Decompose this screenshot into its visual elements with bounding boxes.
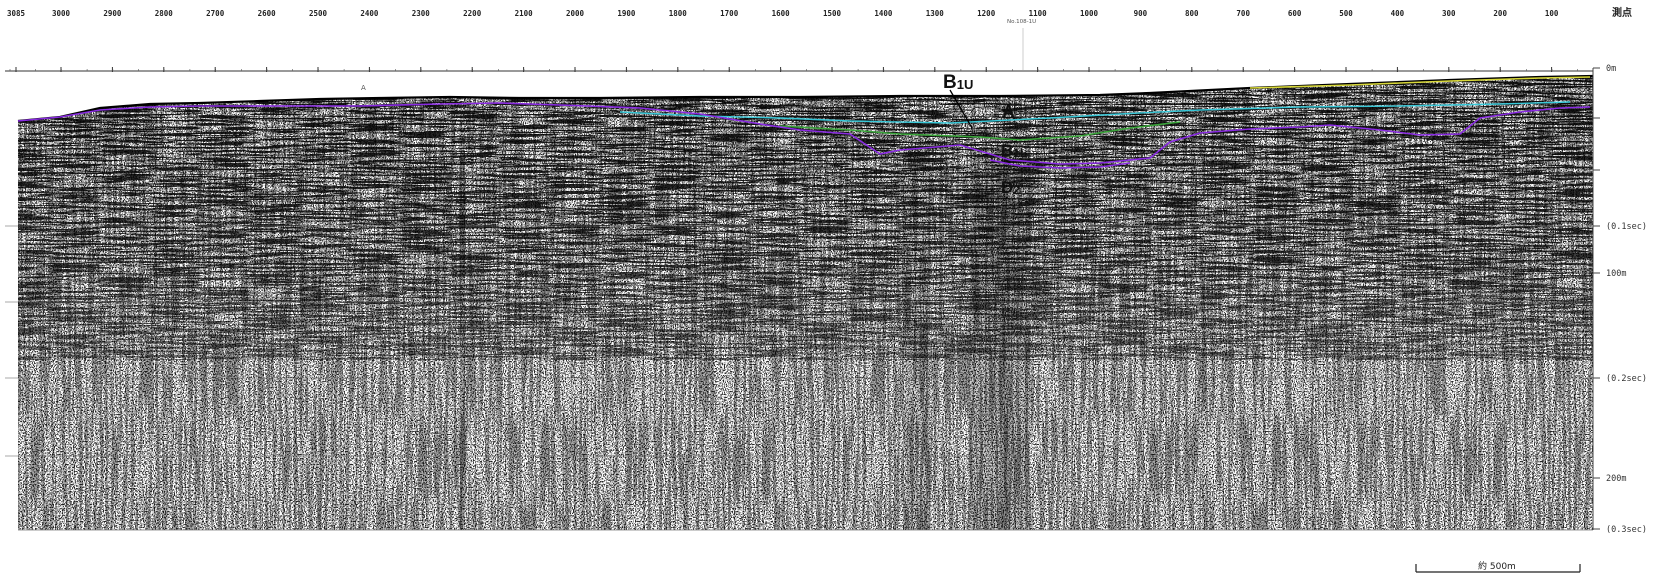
survey-point-axis: 3085 3000 2900 2800 2700 2600 2500 2400 2300 2200…	[5, 9, 1593, 72]
survey-point-tick-label: 2700	[206, 9, 225, 18]
survey-point-tick-label: 3000	[52, 9, 71, 18]
survey-point-tick-label: 1600	[772, 9, 791, 18]
horizon-purple-lower	[989, 159, 1131, 169]
survey-point-tick-label: 2400	[360, 9, 379, 18]
seismic-dense-columns	[155, 150, 1313, 530]
survey-point-tick-label: 2200	[463, 9, 482, 18]
survey-point-tick-label: 1500	[823, 9, 842, 18]
depth-axis-label: (0.2sec)	[1606, 374, 1647, 384]
survey-point-tick-label: 100	[1545, 9, 1559, 18]
survey-point-tick-label: 2000	[566, 9, 585, 18]
dense-column	[1000, 150, 1030, 530]
survey-point-tick-label: 500	[1339, 9, 1353, 18]
dense-column	[318, 150, 321, 530]
survey-point-tick-label: 1300	[926, 9, 945, 18]
survey-point-tick-label: 1000	[1080, 9, 1099, 18]
layer-b1l-main: B	[1001, 141, 1013, 160]
depth-axis-label: (0.1sec)	[1606, 222, 1647, 232]
layer-b1l-sub: 1L	[1013, 146, 1027, 160]
layer-b1u-leader	[949, 89, 973, 129]
survey-point-tick-label: 1700	[720, 9, 739, 18]
depth-axis-label: (0.3sec)	[1606, 525, 1647, 535]
horizon-green	[779, 121, 1181, 141]
survey-point-tick-label: 400	[1391, 9, 1405, 18]
depth-axis-label: 100m	[1606, 269, 1626, 279]
dense-column	[155, 150, 158, 530]
survey-point-tick-label: 1900	[617, 9, 636, 18]
layer-d2-main: D	[1001, 178, 1013, 197]
dense-column	[970, 150, 1010, 530]
layer-a-label: A	[1002, 102, 1015, 122]
survey-point-tick-label: 600	[1288, 9, 1302, 18]
point-a-label: A	[361, 84, 366, 92]
dense-column	[1310, 150, 1313, 530]
horizon-purple-upper	[17, 102, 1591, 165]
scale-bar-label: 約 500m	[1478, 560, 1516, 572]
horizon-yellow	[1249, 76, 1591, 89]
survey-point-tick-label: 2300	[412, 9, 431, 18]
svg-text:B1U: B1U	[943, 72, 973, 93]
dense-column	[920, 150, 930, 530]
layer-label-d2: D2	[1001, 178, 1020, 197]
survey-point-tick-label: 1400	[874, 9, 893, 18]
depth-axis-label: 200m	[1606, 474, 1626, 484]
seismic-section	[18, 76, 1593, 530]
survey-point-tick-label: 1200	[977, 9, 996, 18]
horizon-cyan	[619, 101, 1571, 124]
survey-point-unit-label: 測点	[1612, 6, 1632, 19]
dense-column	[300, 150, 304, 530]
survey-point-tick-label: 300	[1442, 9, 1456, 18]
dense-column	[460, 150, 465, 530]
layer-b1u-sub: 1U	[957, 77, 974, 92]
survey-point-tick-label: 1800	[669, 9, 688, 18]
survey-point-tick-label: 2100	[515, 9, 534, 18]
survey-point-tick-label: 900	[1134, 9, 1148, 18]
survey-point-tick-label: 2600	[258, 9, 277, 18]
survey-point-tick-label: 2500	[309, 9, 328, 18]
survey-point-tick-label: 800	[1185, 9, 1199, 18]
station-marker-label: No.108-1U	[1007, 19, 1036, 25]
depth-axis-label: 0m	[1606, 64, 1616, 74]
dense-column	[1202, 150, 1205, 530]
time-gridlines	[5, 225, 1593, 531]
layer-b1u-main: B	[943, 72, 957, 93]
survey-point-tick-label: 2900	[103, 9, 122, 18]
survey-point-tick-label: 1100	[1029, 9, 1048, 18]
scale-bar: 約 500m	[1415, 560, 1581, 573]
station-marker: No.108-1U	[1007, 19, 1036, 70]
survey-point-tick-label: 3085	[7, 9, 25, 18]
dense-column	[905, 150, 919, 530]
survey-point-tick-label: 2800	[155, 9, 174, 18]
depth-axis: 0m (0.1sec) 100m (0.2sec) 200m (0.3sec)	[1592, 64, 1647, 535]
survey-point-tick-label: 700	[1236, 9, 1250, 18]
survey-point-tick-label: 200	[1493, 9, 1507, 18]
layer-label-b1l: B1L	[1001, 141, 1027, 160]
layer-d2-sub: 2	[1013, 183, 1020, 197]
layer-label-b1u: B1U	[943, 72, 973, 129]
